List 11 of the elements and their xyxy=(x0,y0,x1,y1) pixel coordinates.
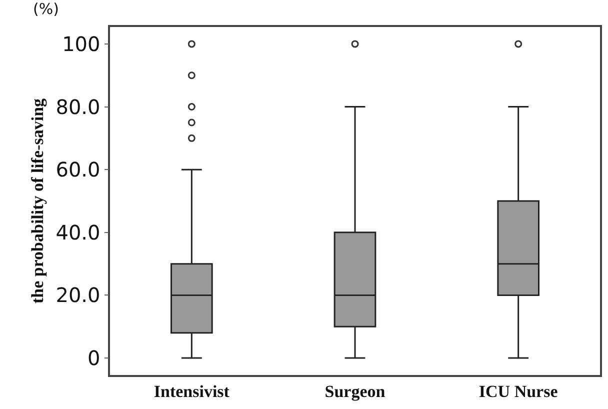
y-tick-label: 60.0 xyxy=(56,158,100,182)
x-tick-label: ICU Nurse xyxy=(478,382,558,402)
text: (%) xyxy=(33,0,59,18)
y-axis-title: the probability of life-saving xyxy=(28,98,47,304)
y-tick-label: 100 xyxy=(62,32,100,56)
x-tick-label: Surgeon xyxy=(324,382,386,402)
y-tick-label: 20.0 xyxy=(56,283,100,308)
y-tick-label: 80.0 xyxy=(56,94,100,119)
y-tick-label: 40.0 xyxy=(56,220,100,244)
x-tick-label: Intensivist xyxy=(154,382,230,402)
y-tick-label: 0 xyxy=(88,346,100,370)
